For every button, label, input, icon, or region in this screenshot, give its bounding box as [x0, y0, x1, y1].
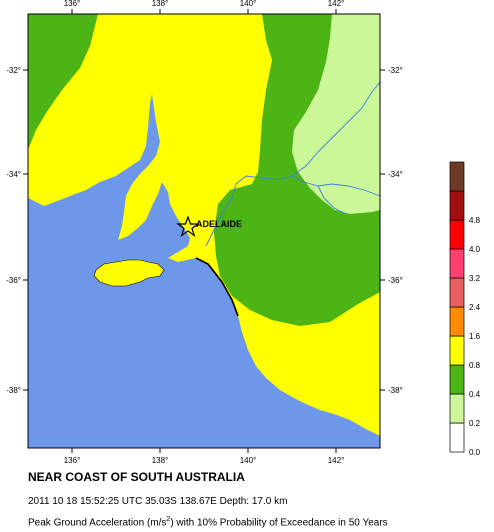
lat-tick-right-32: -32°	[388, 66, 403, 75]
legend-label-5: 2.4	[469, 303, 481, 312]
legend-swatch-0	[449, 422, 465, 453]
lon-ticks-top: 136° 138° 140° 142°	[64, 0, 345, 14]
legend-swatch-3	[449, 335, 465, 366]
legend-label-6: 3.2	[469, 274, 481, 283]
lon-ticks-bottom: 136° 138° 140° 142°	[64, 448, 345, 465]
legend-swatch-8	[449, 190, 465, 221]
legend-swatch-6	[449, 248, 465, 279]
ocean	[28, 94, 380, 448]
lon-tick-bottom-136: 136°	[64, 456, 81, 465]
event-info: 2011 10 18 15:52:25 UTC 35.03S 138.67E D…	[28, 496, 288, 507]
lon-tick-top-136: 136°	[64, 0, 81, 8]
legend-swatch-5	[449, 277, 465, 308]
lat-tick-right-38: -38°	[388, 386, 403, 395]
lon-tick-top-138: 138°	[152, 0, 169, 8]
legend-swatch-7	[449, 219, 465, 250]
legend-swatch-4	[449, 306, 465, 337]
lat-tick-left-34: -34°	[6, 170, 21, 179]
lat-ticks-right: -32° -34° -36° -38°	[380, 66, 403, 395]
lon-tick-top-140: 140°	[240, 0, 257, 8]
legend-label-0: 0.0	[469, 448, 481, 457]
legend-swatch-1	[449, 393, 465, 424]
hazard-zone-0.2-0.4	[292, 14, 380, 214]
caption-superscript: 2	[166, 516, 171, 523]
lat-ticks-left: -32° -34° -36° -38°	[6, 66, 28, 395]
lat-tick-left-36: -36°	[6, 276, 21, 285]
legend-label-3: 0.8	[469, 361, 481, 370]
legend-label-2: 0.4	[469, 390, 481, 399]
legend-label-7: 4.0	[469, 245, 481, 254]
epicenter-star-icon	[176, 215, 200, 238]
legend-swatch-9	[449, 161, 465, 192]
lat-tick-left-38: -38°	[6, 386, 21, 395]
caption-prefix: Peak Ground Acceleration (m/s	[28, 517, 167, 529]
map-caption: Peak Ground Acceleration (m/s2) with 10%…	[28, 516, 388, 528]
lon-tick-top-142: 142°	[328, 0, 345, 8]
lon-tick-bottom-140: 140°	[240, 456, 257, 465]
caption-suffix: ) with 10% Probability of Exceedance in …	[170, 517, 388, 529]
legend-swatch-2	[449, 364, 465, 395]
map-frame	[27, 13, 381, 449]
city-label: ADELAIDE	[196, 219, 242, 229]
lat-tick-right-36: -36°	[388, 276, 403, 285]
coastline-detail	[195, 257, 239, 317]
rivers	[205, 81, 380, 247]
lon-tick-bottom-138: 138°	[152, 456, 169, 465]
legend-label-4: 1.6	[469, 332, 481, 341]
lat-tick-right-34: -34°	[388, 170, 403, 179]
map-title: NEAR COAST OF SOUTH AUSTRALIA	[28, 470, 245, 484]
pga-legend: 0.0 0.2 0.4 0.8 1.6 2.4 3.2 4.0 4.8	[449, 161, 481, 457]
lon-tick-bottom-142: 142°	[328, 456, 345, 465]
map-area: ADELAIDE	[28, 14, 380, 448]
legend-label-8: 4.8	[469, 216, 481, 225]
kangaroo-island	[93, 259, 165, 287]
lat-tick-left-32: -32°	[6, 66, 21, 75]
legend-label-1: 0.2	[469, 419, 481, 428]
